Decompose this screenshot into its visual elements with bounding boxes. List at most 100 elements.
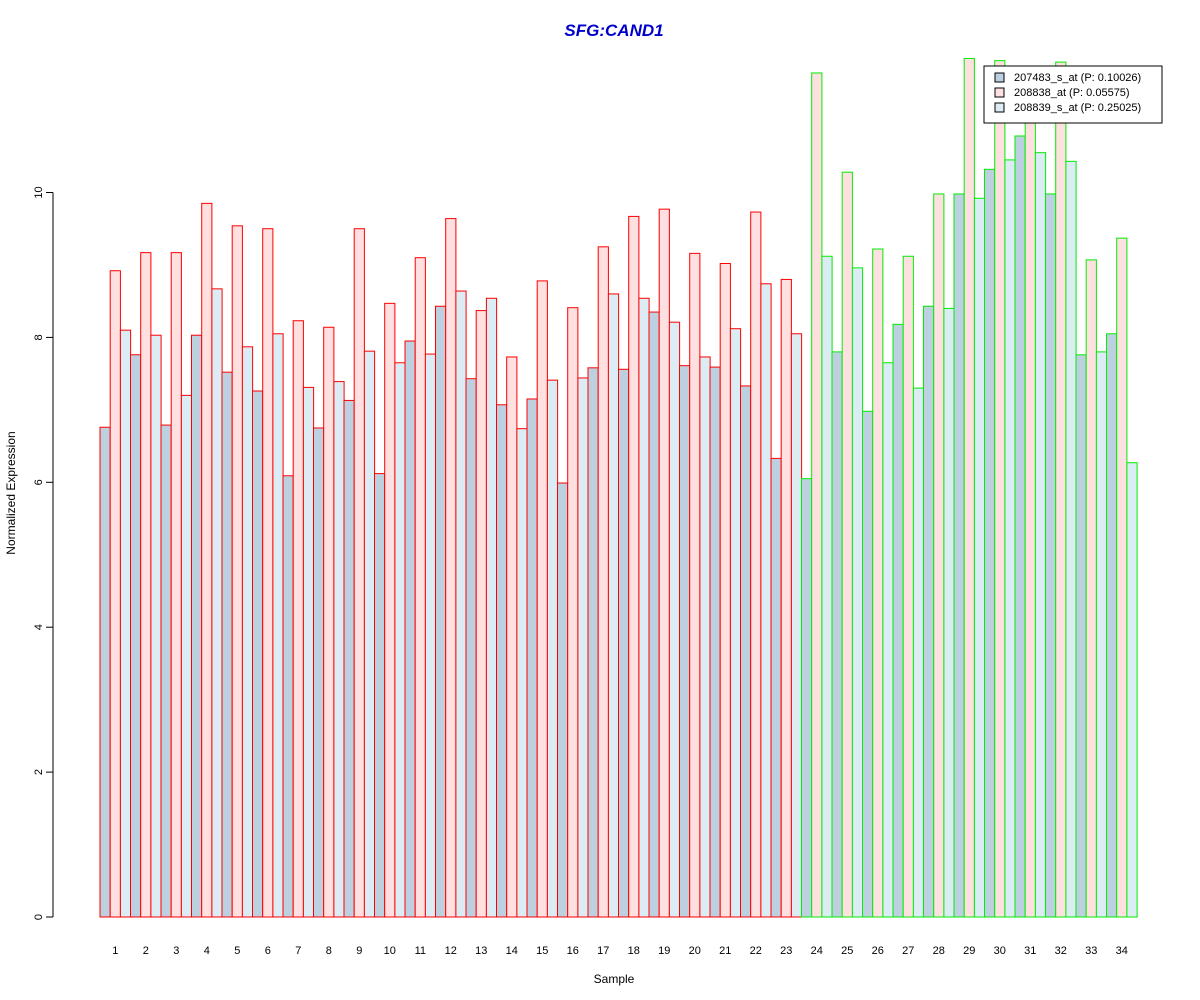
bar: [363, 350, 376, 918]
bar: [272, 333, 284, 918]
x-axis-label: Sample: [594, 972, 635, 986]
bar: [628, 215, 640, 918]
bar: [536, 280, 548, 918]
x-tick-label: 13: [475, 945, 487, 957]
x-tick-label: 3: [173, 945, 179, 957]
bar: [760, 283, 772, 918]
legend-label: 208839_s_at (P: 0.25025): [1014, 102, 1141, 114]
bar: [892, 323, 904, 918]
legend-label: 208838_at (P: 0.05575): [1014, 87, 1130, 99]
bar: [648, 311, 660, 918]
bar: [150, 334, 162, 918]
bar: [211, 288, 223, 918]
x-tick-label: 8: [326, 945, 332, 957]
y-tick-label: 0: [33, 914, 45, 920]
bar: [465, 378, 477, 918]
bar: [872, 248, 884, 918]
bar: [1065, 160, 1077, 918]
bar: [831, 351, 843, 918]
bar: [1045, 193, 1057, 918]
bar: [1024, 105, 1036, 918]
bar: [587, 367, 599, 918]
bar: [323, 326, 335, 918]
legend-label: 207483_s_at (P: 0.10026): [1014, 72, 1141, 84]
bar: [801, 478, 813, 918]
bar: [1095, 351, 1108, 918]
bar: [1116, 237, 1128, 918]
x-tick-label: 34: [1116, 945, 1128, 957]
bar: [658, 208, 670, 918]
x-tick-label: 7: [295, 945, 301, 957]
y-axis-label: Normalized Expression: [4, 431, 18, 554]
bar: [170, 252, 182, 918]
bar: [333, 381, 345, 918]
x-tick-label: 28: [933, 945, 945, 957]
bar: [516, 428, 528, 918]
bar: [201, 202, 213, 918]
x-tick-label: 11: [415, 945, 426, 957]
x-tick-label: 17: [597, 945, 609, 957]
bar: [1004, 159, 1016, 918]
x-tick-label: 15: [536, 945, 548, 957]
bar: [963, 57, 975, 918]
x-tick-label: 25: [841, 945, 853, 957]
bar: [424, 353, 437, 918]
bar: [597, 246, 609, 918]
bar: [180, 394, 193, 918]
bar: [526, 398, 538, 918]
bar: [119, 329, 132, 918]
bar: [1034, 152, 1047, 918]
bar: [689, 252, 701, 918]
y-tick-label: 10: [33, 186, 45, 198]
bar: [221, 371, 233, 918]
bar: [709, 366, 721, 918]
bar: [1055, 61, 1067, 918]
bar: [353, 228, 365, 918]
x-tick-label: 21: [719, 945, 731, 957]
bar: [160, 424, 172, 918]
bar: [923, 305, 935, 918]
x-tick-label: 1: [112, 945, 118, 957]
bar: [699, 356, 711, 918]
x-tick-label: 32: [1055, 945, 1067, 957]
bar: [780, 278, 792, 918]
bar: [140, 252, 152, 918]
bar: [811, 72, 823, 918]
bar: [313, 427, 325, 918]
x-tick-label: 29: [963, 945, 975, 957]
x-tick-label: 12: [445, 945, 457, 957]
bar: [638, 297, 650, 918]
bar: [994, 60, 1006, 918]
bar: [862, 410, 874, 918]
bars-layer: [99, 57, 1138, 918]
bar: [241, 346, 254, 918]
bar: [618, 368, 630, 918]
x-tick-label: 24: [811, 945, 823, 957]
x-tick-label: 16: [567, 945, 579, 957]
bar: [902, 255, 914, 918]
bar: [414, 257, 426, 918]
x-tick-label: 18: [628, 945, 640, 957]
y-tick-label: 2: [33, 769, 45, 775]
bar: [729, 328, 742, 918]
bar: [435, 305, 447, 918]
x-tick-label: 14: [506, 945, 518, 957]
x-tick-label: 5: [234, 945, 240, 957]
bar: [567, 307, 579, 918]
x-tick-label: 9: [356, 945, 362, 957]
bar: [577, 377, 589, 918]
bar: [973, 197, 986, 918]
bar: [679, 365, 691, 918]
bar: [851, 267, 864, 918]
y-tick-label: 8: [33, 334, 45, 340]
bar: [252, 390, 264, 918]
bar: [770, 457, 782, 918]
x-tick-label: 6: [265, 945, 271, 957]
bar: [546, 379, 559, 918]
x-axis-tick-labels: 1 2 3 4 5 6 7 8 9 10 11 12 13 14 15 16 17 18 19 20 21 22 23 24 2…: [112, 945, 1128, 957]
bar: [262, 228, 274, 918]
y-tick-label: 4: [33, 624, 45, 630]
x-tick-label: 26: [872, 945, 884, 957]
bar: [1126, 462, 1138, 918]
chart-title: SFG:CAND1: [564, 21, 663, 40]
